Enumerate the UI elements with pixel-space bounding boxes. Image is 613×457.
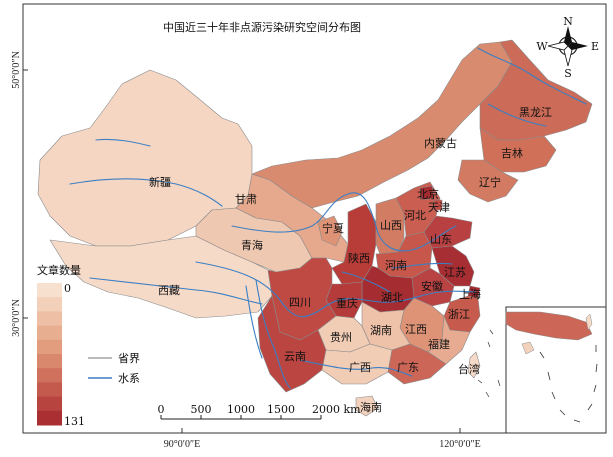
province-hainan [355,395,379,417]
label-shanxi: 山西 [380,219,402,232]
label-shanghai: 上海 [459,287,481,301]
river-yellow [231,192,457,252]
river-huai [391,262,453,269]
label-shandong: 山东 [430,233,452,246]
province-labels: 新疆 西藏 青海 甘肃 内蒙古 黑龙江 吉林 辽宁 北京 天津 河北 山西 宁夏… [149,106,552,414]
label-hubei: 湖北 [381,291,403,304]
label-qinghai: 青海 [241,238,263,252]
label-liaoning: 辽宁 [479,175,501,189]
legend-ramp-step [37,283,62,298]
legend-boundary-label: 省界 [118,352,140,365]
legend-ramp-step [37,311,62,327]
label-xizang: 西藏 [158,284,180,297]
legend: 文章数量 0 131 省界 水系 [37,263,140,428]
river-heilongjiang [477,47,587,105]
legend-ramp-step [37,410,62,426]
province-taiwan [467,351,481,379]
label-ningxia: 宁夏 [322,221,344,235]
inset-dashed-line [539,345,598,423]
label-henan: 河南 [385,259,407,272]
river-lancang [255,279,291,389]
label-guangdong: 广东 [397,361,419,374]
legend-ramp-step [37,354,62,369]
river-tarim [69,178,223,207]
province-guangdong [387,343,447,385]
label-hunan: 湖南 [370,324,392,337]
legend-max: 131 [64,415,85,428]
compass-rose: N S W E [536,15,599,80]
lat-label-30: 30°0′0″N [11,299,22,337]
scale-tick-0: 0 [158,403,165,416]
lon-label-90: 90°0′0″E [164,439,200,450]
river-nu [245,285,263,359]
label-hainan: 海南 [360,400,382,414]
legend-ramp-step [37,382,62,398]
legend-ramp-step [37,339,62,355]
label-chongqing: 重庆 [336,296,358,310]
label-neimenggu: 内蒙古 [424,136,457,150]
label-jiangxi: 江西 [405,323,427,336]
province-beijing [419,185,435,201]
legend-ramp-step [37,396,62,412]
label-tianjin: 天津 [428,201,450,214]
province-tianjin [433,199,443,211]
legend-min: 0 [64,282,71,295]
legend-ramp-step [37,297,62,312]
river-yangtze [195,261,477,318]
province-heilongjiang [479,39,593,141]
compass-n: N [563,15,573,28]
label-guangxi: 广西 [349,361,371,374]
province-liaoning [457,159,519,203]
label-heilongjiang: 黑龙江 [519,106,552,119]
province-fujian [427,315,471,365]
label-beijing: 北京 [417,187,439,201]
compass-s: S [564,67,572,80]
legend-ramp-step [37,325,62,341]
legend-title: 文章数量 [37,263,81,277]
scale-bar: 0 500 1000 1500 2000 km [158,403,361,420]
label-gansu: 甘肃 [235,193,257,206]
label-shaanxi: 陕西 [348,251,370,265]
province-ningxia [317,215,343,247]
scale-tick-1000: 1000 [227,403,255,416]
inset-taiwan [585,313,593,331]
label-zhejiang: 浙江 [448,308,470,321]
province-polygons [37,39,593,417]
compass-w: W [536,40,548,53]
lat-label-50: 50°0′0″N [11,51,22,89]
scale-tick-500: 500 [191,403,212,416]
river-pearl [299,359,413,377]
label-fujian: 福建 [428,337,450,351]
label-taiwan: 台湾 [458,362,480,376]
label-jiangsu: 江苏 [444,266,466,279]
scale-tick-1500: 1500 [267,403,295,416]
legend-ramp-step [37,368,62,383]
river-ili [95,138,151,147]
inset-mainland [505,311,593,341]
label-sichuan: 四川 [289,296,311,309]
label-xinjiang: 新疆 [149,175,171,189]
label-yunnan: 云南 [284,350,306,363]
province-yunnan [257,295,327,393]
legend-river-label: 水系 [118,372,140,385]
river-han [341,271,391,293]
river-yarlung [89,277,263,305]
graticule-ticks [23,69,461,433]
lon-label-120: 120°0′0″E [439,439,480,450]
south-china-sea-inset [505,306,607,434]
label-guizhou: 贵州 [330,331,352,344]
river-songhua [487,103,547,127]
compass-e: E [591,40,599,53]
label-hebei: 河北 [404,209,426,222]
coastal-islands [477,329,501,398]
label-jilin: 吉林 [501,146,523,160]
province-xizang [49,235,273,319]
legend-color-ramp [37,283,62,426]
inset-hainan [521,341,535,355]
map-title: 中国近三十年非点源污染研究空间分布图 [163,20,361,34]
scale-tick-2000: 2000 km [312,403,361,416]
river-network [69,47,587,389]
label-anhui: 安徽 [421,279,443,293]
